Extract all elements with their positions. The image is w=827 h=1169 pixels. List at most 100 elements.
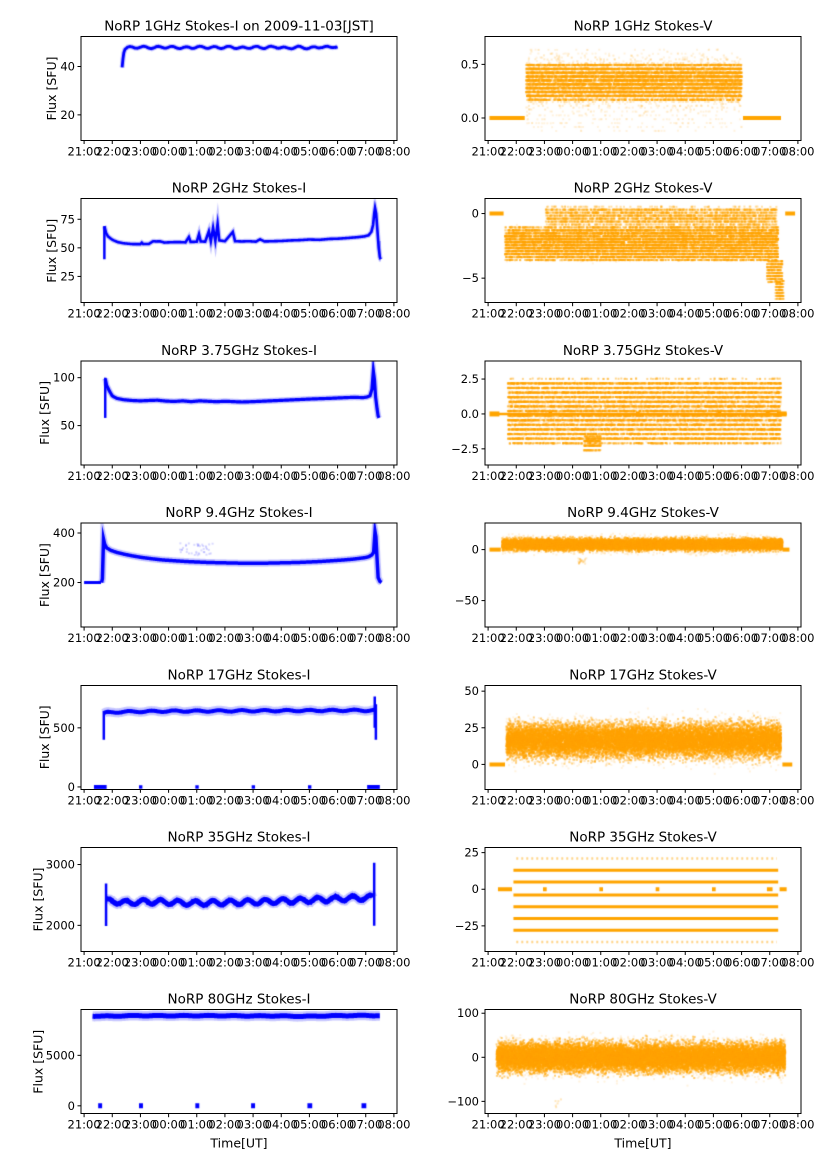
plot-border bbox=[80, 684, 398, 790]
x-tick-label: 04:00 bbox=[265, 793, 298, 807]
x-tick-label: 02:00 bbox=[612, 1118, 645, 1132]
x-tick-label: 06:00 bbox=[321, 631, 354, 645]
x-tick-label: 22:00 bbox=[500, 469, 533, 483]
x-tick-label: 03:00 bbox=[641, 631, 674, 645]
x-tick-label: 02:00 bbox=[612, 793, 645, 807]
x-tick-label: 23:00 bbox=[528, 631, 561, 645]
x-tick-label: 22:00 bbox=[96, 793, 129, 807]
x-tick-label: 21:00 bbox=[472, 631, 505, 645]
x-tick-label: 00:00 bbox=[152, 793, 185, 807]
x-tick-label: 00:00 bbox=[556, 307, 589, 321]
x-tick-label: 00:00 bbox=[556, 956, 589, 970]
x-tick-label: 04:00 bbox=[669, 469, 702, 483]
x-tick-label: 07:00 bbox=[349, 956, 382, 970]
plot-border bbox=[484, 522, 802, 628]
x-tick-label: 04:00 bbox=[669, 956, 702, 970]
y-tick-label: 0.0 bbox=[461, 111, 479, 125]
x-tick-label: 04:00 bbox=[265, 307, 298, 321]
x-tick-label: 22:00 bbox=[96, 1118, 129, 1132]
x-tick-label: 02:00 bbox=[208, 145, 241, 159]
x-tick-label: 21:00 bbox=[68, 956, 101, 970]
x-tick-label: 08:00 bbox=[781, 956, 814, 970]
x-tick-label: 02:00 bbox=[208, 956, 241, 970]
x-tick-label: 01:00 bbox=[180, 469, 213, 483]
x-tick-label: 21:00 bbox=[472, 145, 505, 159]
x-tick-label: 23:00 bbox=[528, 145, 561, 159]
x-tick-label: 01:00 bbox=[584, 956, 617, 970]
x-tick-label: 03:00 bbox=[237, 1118, 270, 1132]
subplot-norp-35ghz-stokes-v: 21:0022:0023:0000:0001:0002:0003:0004:00… bbox=[455, 830, 815, 970]
y-axis-label: Flux [SFU] bbox=[37, 705, 52, 769]
x-tick-label: 21:00 bbox=[472, 793, 505, 807]
plot-border bbox=[484, 198, 802, 304]
y-axis-label: Flux [SFU] bbox=[37, 543, 52, 607]
x-tick-label: 23:00 bbox=[124, 956, 157, 970]
y-tick-label: 25 bbox=[464, 721, 479, 735]
chart-title: NoRP 35GHz Stokes-V bbox=[569, 830, 717, 846]
x-tick-label: 04:00 bbox=[669, 631, 702, 645]
subplot-norp-1ghz-stokes-i: 21:0022:0023:0000:0001:0002:0003:0004:00… bbox=[44, 19, 411, 159]
y-tick-label: 25 bbox=[60, 269, 75, 283]
x-tick-label: 00:00 bbox=[556, 793, 589, 807]
x-tick-label: 02:00 bbox=[208, 307, 241, 321]
x-tick-label: 06:00 bbox=[725, 1118, 758, 1132]
subplot-norp-2ghz-stokes-v: 21:0022:0023:0000:0001:0002:0003:0004:00… bbox=[462, 181, 814, 321]
y-tick-label: 20 bbox=[60, 108, 75, 122]
x-tick-label: 01:00 bbox=[180, 307, 213, 321]
plot-border bbox=[80, 198, 398, 304]
x-tick-label: 22:00 bbox=[500, 145, 533, 159]
x-tick-label: 03:00 bbox=[237, 793, 270, 807]
x-tick-label: 07:00 bbox=[753, 793, 786, 807]
x-tick-label: 21:00 bbox=[68, 631, 101, 645]
y-tick-label: 3000 bbox=[46, 858, 75, 872]
chart-title: NoRP 3.75GHz Stokes-I bbox=[161, 343, 317, 359]
x-tick-label: 06:00 bbox=[725, 793, 758, 807]
y-tick-label: 50 bbox=[60, 241, 75, 255]
x-tick-label: 00:00 bbox=[556, 1118, 589, 1132]
x-tick-label: 08:00 bbox=[781, 469, 814, 483]
x-tick-label: 21:00 bbox=[472, 469, 505, 483]
x-tick-label: 22:00 bbox=[500, 631, 533, 645]
x-tick-label: 08:00 bbox=[781, 793, 814, 807]
x-tick-label: 07:00 bbox=[349, 1118, 382, 1132]
x-tick-label: 07:00 bbox=[349, 793, 382, 807]
x-tick-label: 06:00 bbox=[725, 145, 758, 159]
x-tick-label: 05:00 bbox=[293, 631, 326, 645]
x-tick-label: 07:00 bbox=[349, 307, 382, 321]
x-tick-label: 23:00 bbox=[528, 793, 561, 807]
x-tick-label: 08:00 bbox=[377, 631, 410, 645]
plot-border bbox=[484, 847, 802, 952]
subplot-norp-17ghz-stokes-v: 21:0022:0023:0000:0001:0002:0003:0004:00… bbox=[464, 667, 814, 807]
x-tick-label: 01:00 bbox=[584, 631, 617, 645]
x-tick-label: 21:00 bbox=[472, 307, 505, 321]
x-tick-label: 22:00 bbox=[96, 631, 129, 645]
subplot-norp-3_75ghz-stokes-i: 21:0022:0023:0000:0001:0002:0003:0004:00… bbox=[37, 343, 410, 483]
x-tick-label: 22:00 bbox=[96, 469, 129, 483]
subplot-norp-9_4ghz-stokes-i: 21:0022:0023:0000:0001:0002:0003:0004:00… bbox=[37, 505, 410, 645]
y-tick-label: −100 bbox=[447, 1094, 479, 1108]
x-tick-label: 08:00 bbox=[377, 145, 410, 159]
x-tick-label: 03:00 bbox=[237, 631, 270, 645]
x-tick-label: 07:00 bbox=[753, 469, 786, 483]
plot-border bbox=[80, 847, 398, 952]
plot-border bbox=[484, 1009, 802, 1115]
x-tick-label: 06:00 bbox=[321, 469, 354, 483]
y-tick-label: 75 bbox=[60, 212, 75, 226]
x-tick-label: 05:00 bbox=[293, 956, 326, 970]
x-tick-label: 03:00 bbox=[641, 793, 674, 807]
y-tick-label: 0 bbox=[68, 780, 75, 794]
x-tick-label: 01:00 bbox=[180, 956, 213, 970]
x-tick-label: 00:00 bbox=[152, 956, 185, 970]
x-tick-label: 05:00 bbox=[293, 1118, 326, 1132]
y-tick-label: 50 bbox=[464, 684, 479, 698]
x-tick-label: 01:00 bbox=[180, 145, 213, 159]
plot-border bbox=[484, 360, 802, 466]
y-tick-label: −25 bbox=[455, 919, 479, 933]
x-tick-label: 03:00 bbox=[641, 145, 674, 159]
x-tick-label: 02:00 bbox=[612, 956, 645, 970]
x-tick-label: 04:00 bbox=[265, 469, 298, 483]
x-tick-label: 03:00 bbox=[641, 956, 674, 970]
x-tick-label: 21:00 bbox=[472, 956, 505, 970]
plot-border bbox=[80, 522, 398, 628]
x-tick-label: 08:00 bbox=[781, 307, 814, 321]
